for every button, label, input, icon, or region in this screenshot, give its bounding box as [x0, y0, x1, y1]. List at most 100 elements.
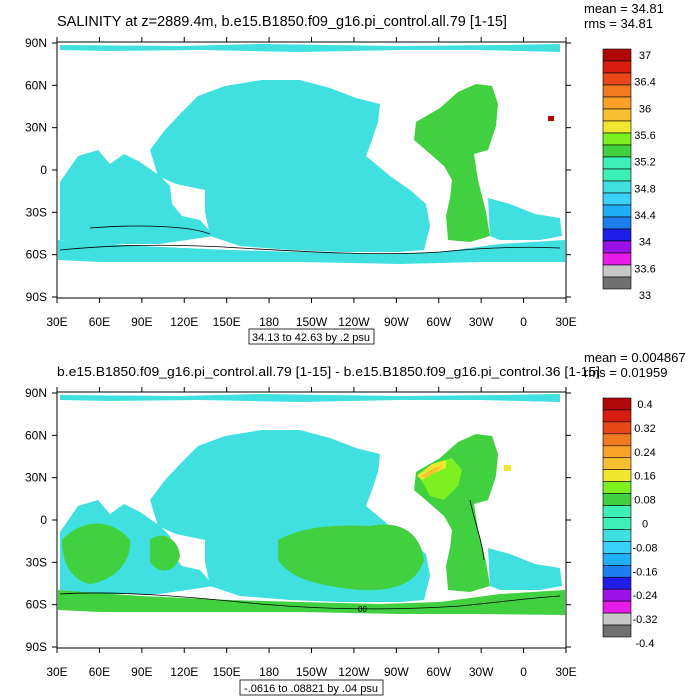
x-tick-label: 180 — [259, 315, 279, 329]
colorbar-box — [602, 156, 632, 170]
colorbar-box — [602, 60, 632, 74]
colorbar-label: 0.32 — [634, 423, 655, 435]
x-tick-label: 60W — [426, 665, 451, 679]
colorbar-box — [602, 168, 632, 182]
x-tick-label: 30E — [555, 665, 576, 679]
southern-ocean-1 — [58, 240, 565, 264]
contour-line-1a — [59, 244, 561, 255]
colorbar-box — [602, 588, 632, 602]
x-tick-label: 60E — [89, 315, 110, 329]
panel-1-rms: rms = 34.81 — [584, 16, 653, 31]
mediterranean-patch-1 — [548, 116, 554, 121]
colorbar-label: -0.4 — [636, 638, 655, 650]
pacific-green-patch-2 — [278, 524, 424, 591]
colorbar-box — [602, 264, 632, 278]
x-tick-label: 120E — [170, 665, 198, 679]
colorbar-box — [602, 421, 632, 435]
y-tick-label: 90N — [25, 386, 47, 400]
colorbar-box — [602, 481, 632, 494]
colorbar-label: -0.24 — [632, 590, 657, 602]
x-tick-label: 0 — [520, 665, 527, 679]
colorbar-box — [602, 397, 632, 411]
panel-2-mean: mean = 0.004867 — [584, 350, 686, 365]
colorbar-box — [602, 144, 632, 158]
x-tick-label: 180 — [259, 665, 279, 679]
colorbar-box — [602, 541, 632, 554]
colorbar-label: 0.24 — [634, 447, 655, 459]
y-tick-label: 60S — [26, 598, 47, 612]
southern-ocean-2 — [58, 590, 565, 615]
y-axis-2: 90N 60N 30N 0 30S 60S 90S — [25, 386, 571, 654]
arctic-ocean-2 — [60, 394, 560, 402]
x-axis-2: 30E 60E 90E 120E 150E 180 150W 120W 90W 60W 30W 0 30… — [46, 387, 577, 679]
colorbar-box — [602, 192, 632, 206]
x-tick-label: 150E — [213, 665, 241, 679]
panel-salinity: SALINITY at z=2889.4m, b.e15.B1850.f09_g… — [25, 1, 664, 345]
colorbar-box — [602, 216, 632, 230]
colorbar-box — [602, 469, 632, 482]
x-tick-label: 150E — [213, 315, 241, 329]
x-tick-label: 150W — [296, 315, 328, 329]
colorbar-box — [602, 72, 632, 86]
contour-line-2a — [59, 592, 561, 610]
colorbar-label: 37 — [639, 50, 651, 62]
contour-info-1: 34.13 to 42.63 by .2 psu — [252, 332, 370, 344]
colorbar-label: 0.4 — [637, 399, 652, 411]
colorbar-box — [602, 553, 632, 566]
colorbar-box — [602, 409, 632, 423]
x-tick-label: 30W — [469, 665, 494, 679]
atlantic-ocean-1 — [414, 84, 498, 242]
contour-info-box-2: -.0616 to .08821 by .04 psu — [239, 679, 384, 696]
colorbar-label: 35.2 — [634, 157, 655, 169]
panel-1-title: SALINITY at z=2889.4m, b.e15.B1850.f09_g… — [57, 14, 507, 30]
contour-info-box-1: 34.13 to 42.63 by .2 psu — [248, 328, 375, 345]
contour-info-2: -.0616 to .08821 by .04 psu — [244, 683, 378, 695]
colorbar-box — [602, 132, 632, 146]
y-axis-1: 90N 60N 30N 0 30S 60S 90S — [25, 36, 571, 304]
x-tick-label: 60W — [426, 315, 451, 329]
y-tick-label: 30N — [25, 471, 47, 485]
east-atlantic-yellow-2 — [504, 465, 511, 471]
colorbar-label: 0.16 — [634, 471, 655, 483]
colorbar-box — [602, 204, 632, 218]
x-tick-label: 90W — [384, 665, 409, 679]
colorbar-box — [602, 240, 632, 254]
atlantic-east-2 — [488, 548, 562, 590]
x-tick-label: 90E — [131, 665, 152, 679]
panel-1-mean: mean = 34.81 — [584, 1, 664, 16]
indian-green-patch-2 — [62, 523, 131, 584]
colorbar-box — [602, 48, 632, 62]
colorbar-box — [602, 252, 632, 266]
colorbar-box — [602, 576, 632, 590]
colorbar-box — [602, 433, 632, 447]
contour-label-2: 00 — [358, 605, 367, 614]
colorbar-box — [602, 505, 632, 518]
colorbar-label: 35.6 — [634, 130, 655, 142]
y-tick-label: 0 — [40, 513, 47, 527]
colorbar-box — [602, 445, 632, 459]
x-tick-label: 30E — [555, 315, 576, 329]
colorbar-label: 36 — [639, 103, 651, 115]
y-tick-label: 60N — [25, 428, 47, 442]
x-axis-1: 30E 60E 90E 120E 150E 180 150W 120W 90W 60W 30W 0 30… — [46, 37, 577, 329]
colorbar-box — [602, 564, 632, 578]
colorbar-box — [602, 84, 632, 98]
colorbar-box — [602, 600, 632, 614]
colorbar-label: -0.08 — [632, 542, 657, 554]
y-tick-label: 90N — [25, 36, 47, 50]
contour-line-2b — [469, 499, 485, 561]
indian-east-patch-2 — [150, 535, 180, 571]
colorbar-box — [602, 529, 632, 542]
x-tick-label: 120E — [170, 315, 198, 329]
y-tick-label: 90S — [26, 640, 47, 654]
y-tick-label: 60N — [25, 78, 47, 92]
colorbar-label: 34.4 — [634, 210, 655, 222]
colorbar-label: 34.8 — [634, 183, 655, 195]
colorbar-box — [602, 96, 632, 110]
colorbar-box — [602, 108, 632, 122]
y-tick-label: 30N — [25, 121, 47, 135]
colorbar-2: 0.4 0.32 0.24 0.16 0.08 0 -0.08 -0.16 -0.24 -0.32… — [602, 397, 658, 650]
gulf-stream-core-2 — [421, 466, 442, 478]
colorbar-box — [602, 624, 632, 638]
